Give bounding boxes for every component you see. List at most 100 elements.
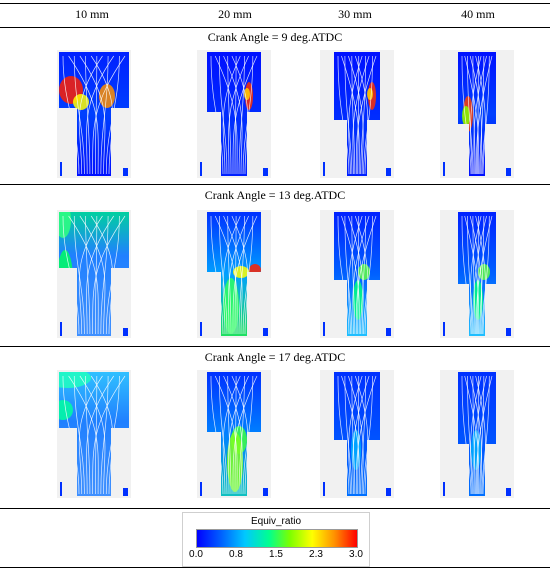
cfd-contour [320, 50, 394, 178]
streamline [73, 55, 85, 175]
streamline [223, 375, 243, 495]
streamline [344, 55, 353, 175]
cfd-contour [197, 370, 271, 498]
cfd-panel-13deg-10mm [57, 210, 131, 338]
port-marker [386, 328, 391, 336]
streamline [351, 215, 356, 335]
fluid-domain [59, 212, 129, 336]
streamline [341, 55, 360, 175]
streamline [79, 375, 106, 495]
concentration-hotspot [367, 88, 373, 100]
port-marker [200, 162, 202, 176]
streamline [227, 215, 232, 335]
cfd-panel-13deg-30mm [320, 210, 394, 338]
port-marker [386, 168, 391, 176]
cfd-contour [320, 210, 394, 338]
port-marker [386, 488, 391, 496]
port-marker [323, 162, 325, 176]
column-header-40mm: 40 mm [461, 7, 495, 21]
streamline [223, 215, 243, 335]
streamline [464, 375, 480, 495]
streamline [214, 375, 238, 495]
streamline [467, 375, 474, 495]
cfd-panel-9deg-40mm [440, 50, 514, 178]
colorbar-tick: 2.3 [309, 549, 323, 560]
port-marker [123, 168, 128, 176]
streamline [467, 55, 474, 175]
cfd-panel-13deg-20mm [197, 210, 271, 338]
streamline [344, 375, 353, 495]
streamline [85, 55, 91, 175]
section-title-17deg: Crank Angle = 17 deg.ATDC [204, 350, 346, 364]
cfd-contour [57, 50, 131, 178]
streamline [227, 55, 232, 175]
streamline [214, 215, 238, 335]
streamline [68, 55, 99, 175]
streamline [348, 215, 364, 335]
port-marker [200, 482, 202, 496]
streamline [223, 55, 243, 175]
port-marker [506, 168, 511, 176]
streamline [341, 215, 360, 335]
streamline [341, 375, 360, 495]
column-header-10mm: 10 mm [75, 7, 109, 21]
table-top-rule [0, 3, 550, 4]
colorbar-gradient [196, 529, 358, 548]
cfd-panel-13deg-40mm [440, 210, 514, 338]
cfd-contour [440, 210, 514, 338]
port-marker [123, 328, 128, 336]
column-header-20mm: 20 mm [218, 7, 252, 21]
colorbar-tick: 1.5 [269, 549, 283, 560]
section-rule-1 [0, 184, 550, 185]
fluid-domain [458, 212, 496, 336]
cfd-contour [57, 210, 131, 338]
streamline [68, 215, 99, 335]
streamline [68, 375, 99, 495]
cfd-contour [197, 210, 271, 338]
port-marker [60, 162, 62, 176]
port-marker [263, 328, 268, 336]
colorbar-tick: 3.0 [349, 549, 363, 560]
port-marker [123, 488, 128, 496]
streamline [464, 215, 480, 335]
cfd-panel-17deg-10mm [57, 370, 131, 498]
cfd-panel-17deg-30mm [320, 370, 394, 498]
streamline [85, 375, 91, 495]
streamline [219, 55, 228, 175]
fluid-domain [458, 52, 496, 176]
concentration-hotspot [59, 400, 73, 420]
streamline [79, 215, 106, 335]
section-rule-2 [0, 346, 550, 347]
cfd-contour [197, 50, 271, 178]
streamline [348, 375, 364, 495]
colorbar-legend: Equiv_ratio 0.0 0.8 1.5 2.3 3.0 [182, 512, 370, 567]
streamline [348, 55, 364, 175]
port-marker [323, 322, 325, 336]
cfd-panel-9deg-30mm [320, 50, 394, 178]
streamline [467, 215, 474, 335]
column-header-30mm: 30 mm [338, 7, 372, 21]
port-marker [443, 162, 445, 176]
port-marker [60, 322, 62, 336]
fluid-domain [59, 372, 129, 496]
streamline [227, 375, 232, 495]
streamline [79, 55, 106, 175]
cfd-panel-9deg-10mm [57, 50, 131, 178]
cfd-contour [440, 50, 514, 178]
streamline [464, 55, 480, 175]
cfd-panel-9deg-20mm [197, 50, 271, 178]
colorbar-tick: 0.0 [189, 549, 203, 560]
cfd-panel-17deg-40mm [440, 370, 514, 498]
port-marker [443, 482, 445, 496]
streamline [469, 215, 483, 335]
colorbar-tick: 0.8 [229, 549, 243, 560]
streamline [351, 55, 356, 175]
header-rule [0, 27, 550, 28]
port-marker [263, 488, 268, 496]
colorbar-title: Equiv_ratio [250, 516, 302, 527]
streamline [219, 375, 228, 495]
port-marker [506, 328, 511, 336]
port-marker [443, 322, 445, 336]
streamline [469, 375, 483, 495]
streamline [472, 55, 476, 175]
